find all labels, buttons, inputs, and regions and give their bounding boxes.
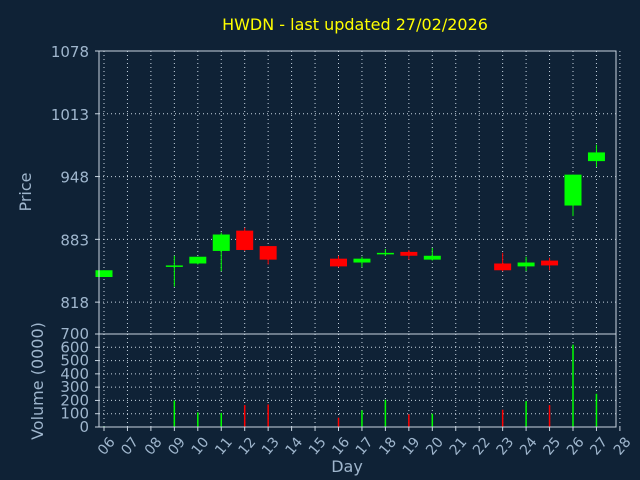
candle-06 [95,270,113,278]
volume-bar-16 [337,417,340,427]
volume-tick-label: 400 [60,365,89,383]
candle-body [353,258,371,263]
candle-10 [189,256,207,265]
candle-11 [212,232,230,272]
candle-body [587,152,605,162]
volume-bar-23 [501,409,504,427]
candle-body [212,234,230,251]
volume-bar-13 [267,404,269,427]
candle-27 [587,144,605,167]
volume-tick-label: 100 [60,405,89,423]
volume-bar-26 [572,344,574,427]
candle-body [236,230,254,250]
volume-bar-24 [525,401,527,427]
volume-bar-18 [384,399,387,427]
price-tick-label: 948 [60,169,89,187]
candle-26 [564,174,582,217]
candle-12 [236,227,254,251]
volume-tick-label: 600 [60,338,89,356]
volume-tick-label: 500 [60,352,89,370]
price-tick-label: 1078 [51,43,89,61]
volume-bar-17 [361,410,363,427]
price-axis-label: Price [16,172,35,211]
candle-24 [517,256,535,272]
volume-tick-label: 200 [60,391,89,409]
candle-body [517,262,535,267]
candle-16 [330,255,347,268]
volume-bar-20 [431,413,434,427]
candle-09 [165,255,183,287]
candle-23 [494,252,512,272]
chart-title: HWDN - last updated 27/02/2026 [222,15,488,34]
volume-tick-label: 700 [60,325,89,343]
candle-19 [400,249,418,260]
volume-tick-label: 300 [60,378,89,396]
candle-18 [376,249,394,256]
volume-bar-19 [408,414,410,427]
volume-bar-25 [548,405,551,427]
candle-body [95,270,113,278]
candle-body [259,246,277,260]
candle-13 [259,246,277,265]
candle-body [165,265,183,267]
candle-body [541,260,559,266]
volume-bar-27 [595,393,598,427]
volume-bar-11 [220,413,222,427]
candle-body [423,255,441,260]
price-tick-label: 883 [60,231,89,249]
candle-25 [541,257,559,271]
day-axis-label: Day [331,457,363,476]
volume-bar-12 [243,405,246,427]
price-tick-label: 1013 [51,106,89,124]
volume-axis-label: Volume (0000) [28,322,47,440]
candle-body [564,174,582,206]
price-tick-label: 818 [60,294,89,312]
candle-body [330,258,347,267]
candle-body [376,252,394,255]
volume-tick-label: 0 [79,418,89,436]
volume-bar-10 [197,412,199,427]
volume-bar-09 [173,400,176,427]
candle-17 [353,256,371,268]
candle-body [189,256,207,264]
candle-20 [423,248,441,261]
candle-body [494,263,512,271]
volume-frame [98,333,617,428]
candle-body [400,251,418,256]
